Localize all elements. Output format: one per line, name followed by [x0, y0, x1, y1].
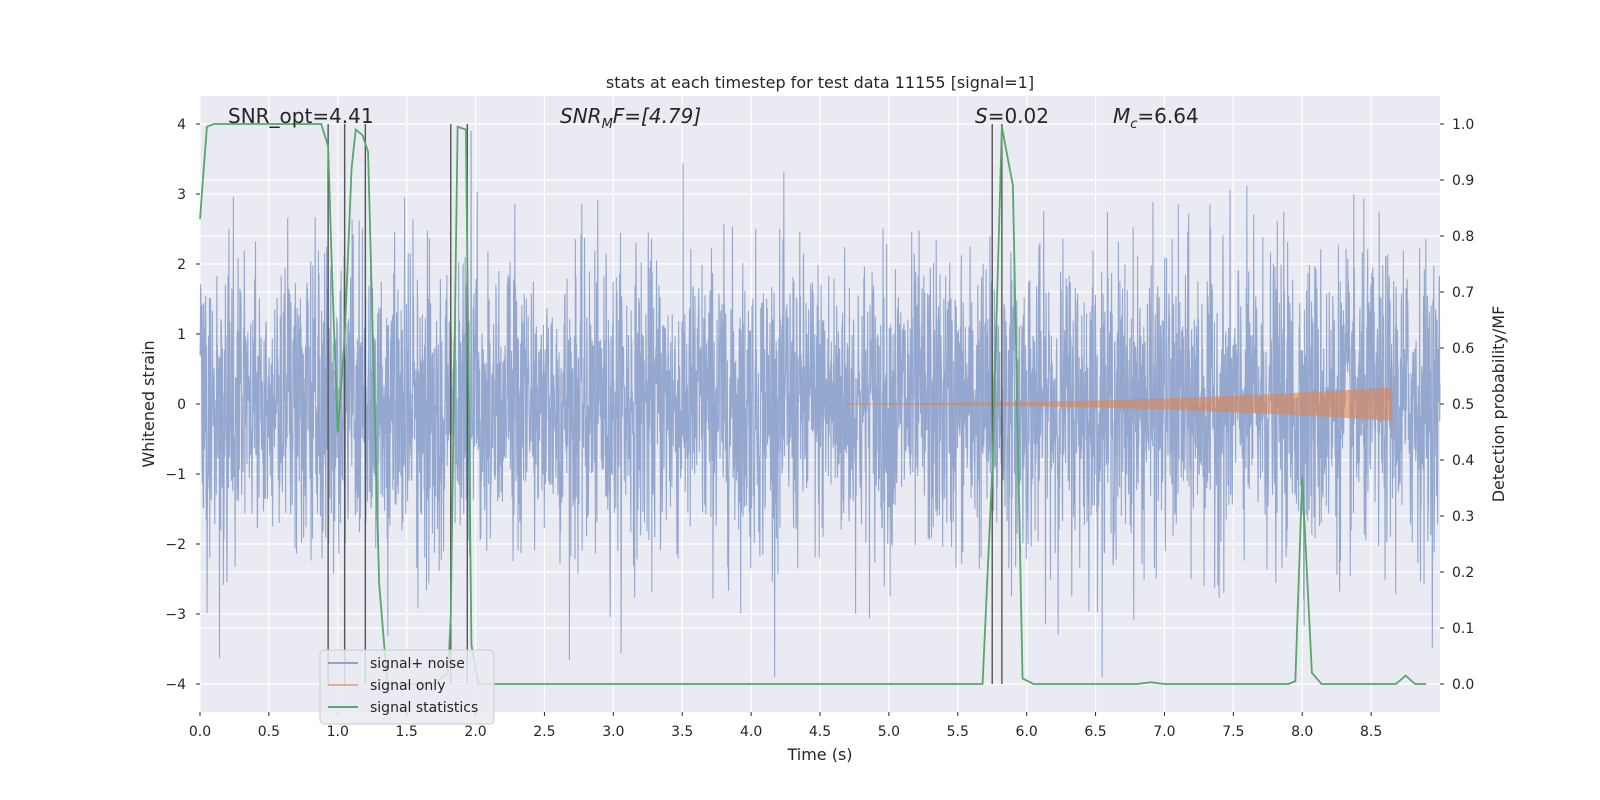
- signal-noise-series: [199, 130, 1441, 678]
- y-right-tick-label: 0.5: [1452, 397, 1474, 413]
- legend-box: [319, 649, 495, 725]
- x-tick-label: 3.5: [671, 724, 693, 740]
- signal-only-series: [847, 358, 1393, 438]
- x-tick-label: 6.5: [1084, 724, 1106, 740]
- y-right-tick-label: 0.7: [1452, 285, 1474, 301]
- annotation-s: S=0.02: [975, 104, 1049, 128]
- annotation-snr-mf: SNRMF=[4.79]: [560, 104, 701, 132]
- x-axis-label: Time (s): [786, 745, 852, 764]
- y-left-tick-label: −2: [165, 537, 186, 553]
- noise-trace: [199, 130, 1441, 678]
- y-right-tick-label: 0.8: [1452, 229, 1474, 245]
- x-tick-label: 6.0: [1016, 724, 1038, 740]
- y-left-tick-label: 2: [177, 257, 186, 273]
- y-left-tick-label: −3: [165, 607, 186, 623]
- y-left-tick-label: 1: [177, 327, 186, 343]
- x-tick-label: 4.0: [740, 724, 762, 740]
- legend-label-signal: signal only: [370, 678, 445, 694]
- axis-ticks: 0.0 0.5 1.0 1.5 2.0 2.5 3.0 3.5 4.0 4.5 5.0 5.5 6.0 6…: [165, 117, 1474, 740]
- y-right-tick-label: 0.1: [1452, 621, 1474, 637]
- s-main: S: [975, 104, 988, 128]
- mc-sub: c: [1130, 117, 1137, 132]
- y-right-tick-label: 0.0: [1452, 677, 1474, 693]
- y-right-tick-label: 0.6: [1452, 341, 1474, 357]
- y-right-tick-label: 0.4: [1452, 453, 1474, 469]
- x-tick-label: 0.0: [189, 724, 211, 740]
- x-tick-label: 5.5: [947, 724, 969, 740]
- y-axis-right-label: Detection probability/MF: [1489, 306, 1508, 503]
- annotation-snr-opt: SNR_opt=4.41: [228, 104, 374, 128]
- mc-main: M: [1113, 104, 1130, 128]
- x-tick-label: 7.5: [1222, 724, 1244, 740]
- snr-mf-sub: M: [602, 117, 613, 132]
- y-axis-left-label: Whitened strain: [139, 340, 158, 467]
- legend-label-statistics: signal statistics: [370, 700, 478, 716]
- x-tick-label: 8.5: [1360, 724, 1382, 740]
- y-left-tick-label: 0: [177, 397, 186, 413]
- y-left-tick-label: 4: [177, 117, 186, 133]
- y-left-tick-label: −4: [165, 677, 186, 693]
- legend-label-noise: signal+ noise: [370, 656, 465, 672]
- y-left-tick-label: 3: [177, 187, 186, 203]
- y-right-tick-label: 1.0: [1452, 117, 1474, 133]
- y-right-tick-label: 0.2: [1452, 565, 1474, 581]
- annotation-mc: Mc=6.64: [1113, 104, 1199, 132]
- chart-title: stats at each timestep for test data 111…: [606, 73, 1034, 92]
- x-tick-label: 7.0: [1153, 724, 1175, 740]
- signal-trace: [847, 358, 1393, 438]
- mc-rest: =6.64: [1137, 104, 1198, 128]
- x-tick-label: 2.0: [464, 724, 486, 740]
- x-tick-label: 3.0: [602, 724, 624, 740]
- snr-mf-rest: F=[4.79]: [613, 104, 701, 128]
- y-left-tick-label: −1: [165, 467, 186, 483]
- x-tick-label: 2.5: [533, 724, 555, 740]
- y-right-tick-label: 0.3: [1452, 509, 1474, 525]
- x-tick-label: 1.5: [396, 724, 418, 740]
- x-tick-label: 1.0: [327, 724, 349, 740]
- x-tick-label: 8.0: [1291, 724, 1313, 740]
- y-right-tick-label: 0.9: [1452, 173, 1474, 189]
- snr-mf-main: SNR: [560, 104, 602, 128]
- s-rest: =0.02: [988, 104, 1049, 128]
- x-tick-label: 4.5: [809, 724, 831, 740]
- x-tick-label: 5.0: [878, 724, 900, 740]
- legend: signal+ noise signal only signal statist…: [319, 649, 495, 725]
- x-tick-label: 0.5: [258, 724, 280, 740]
